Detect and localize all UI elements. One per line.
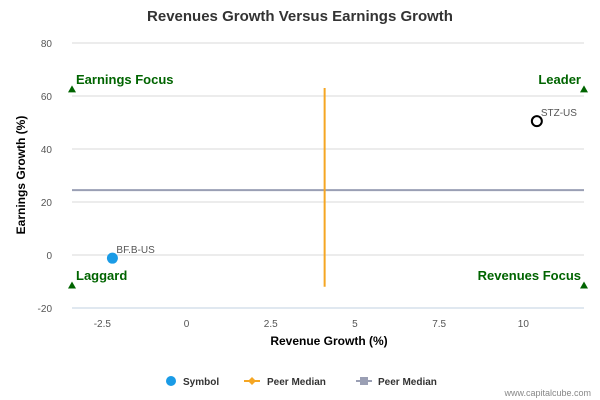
x-tick-label: 5: [352, 319, 358, 330]
grid-lines: [72, 42, 584, 309]
y-axis-title: Earnings Growth (%): [14, 116, 28, 235]
data-point: [530, 115, 543, 128]
y-tick-label: 80: [41, 39, 53, 50]
x-tick-label: 10: [518, 319, 530, 330]
x-tick-label: -2.5: [94, 319, 112, 330]
quadrant-label-revenues-focus: Revenues Focus: [478, 268, 581, 283]
legend-peer-median-label: Peer Median: [267, 377, 326, 388]
peer-median-lines: [72, 88, 584, 287]
quadrant-marker: [580, 281, 588, 289]
quadrant-label-leader: Leader: [538, 72, 581, 87]
y-tick-label: -20: [38, 304, 53, 315]
legend-peer-median-square: [360, 377, 368, 385]
legend-peer-median-label: Peer Median: [378, 377, 437, 388]
quadrant-markers: [68, 85, 588, 289]
legend-item-symbol[interactable]: Symbol: [166, 376, 219, 388]
x-tick-label: 2.5: [264, 319, 278, 330]
source-credit: www.capitalcube.com: [503, 388, 591, 398]
legend-item-peer-median-y[interactable]: Peer Median: [356, 377, 437, 388]
y-tick-label: 60: [41, 92, 53, 103]
data-point-label: BF.B-US: [116, 245, 155, 256]
x-tick-label: 7.5: [432, 319, 446, 330]
chart-title: Revenues Growth Versus Earnings Growth: [147, 8, 453, 25]
quadrant-marker: [68, 85, 76, 93]
legend-symbol-marker: [166, 376, 176, 386]
legend-symbol-label: Symbol: [183, 377, 219, 388]
x-tick-labels: -2.5 0 2.5 5 7.5 10: [94, 319, 530, 330]
y-tick-label: 20: [41, 198, 53, 209]
data-points: BF.B-US STZ-US: [106, 108, 577, 264]
x-axis-title: Revenue Growth (%): [270, 334, 387, 348]
quadrant-label-laggard: Laggard: [76, 268, 127, 283]
quadrant-marker: [68, 281, 76, 289]
data-point-label: STZ-US: [541, 108, 577, 119]
y-tick-labels: -20 0 20 40 60 80: [38, 39, 53, 315]
data-point: [106, 252, 118, 264]
y-tick-label: 0: [46, 251, 52, 262]
legend: Symbol Peer Median Peer Median: [166, 376, 437, 388]
legend-peer-median-diamond: [248, 377, 256, 385]
quadrant-label-earnings-focus: Earnings Focus: [76, 72, 174, 87]
quadrant-marker: [580, 85, 588, 93]
y-tick-label: 40: [41, 145, 53, 156]
legend-item-peer-median-x[interactable]: Peer Median: [244, 377, 326, 388]
x-tick-label: 0: [184, 319, 190, 330]
